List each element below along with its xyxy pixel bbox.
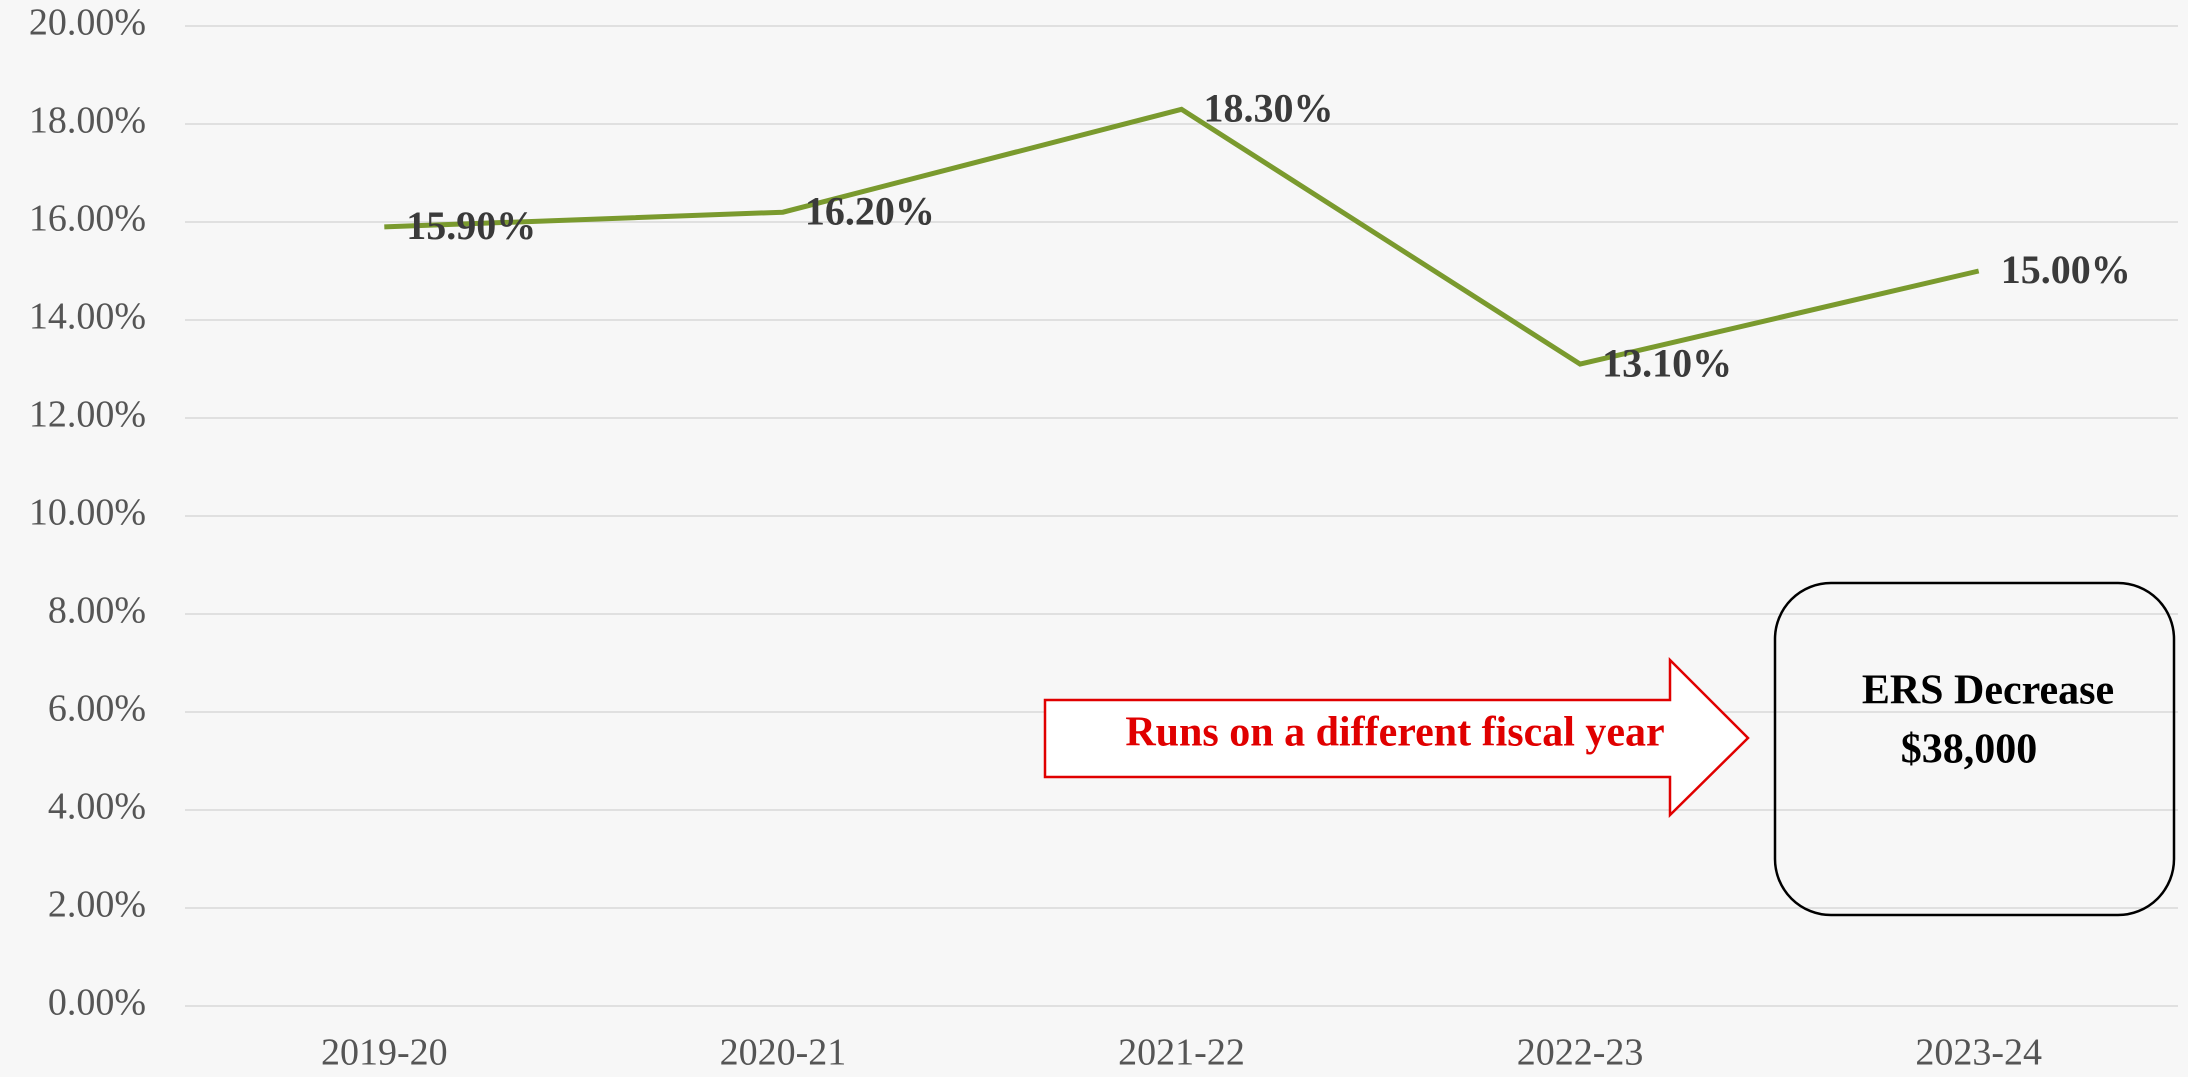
x-tick-label: 2020-21 [720, 1032, 847, 1074]
y-tick-label: 14.00% [29, 296, 146, 338]
data-label: 16.20% [805, 188, 935, 233]
data-label: 15.90% [406, 203, 536, 248]
y-tick-label: 0.00% [48, 982, 146, 1024]
x-tick-label: 2022-23 [1517, 1032, 1644, 1074]
y-tick-label: 18.00% [29, 100, 146, 142]
arrow-text: Runs on a different fiscal year [1125, 710, 1664, 756]
y-tick-label: 12.00% [29, 394, 146, 436]
plot: 0.00% 2.00% 4.00% 6.00% 8.00% 10.00% 12.00% 14.… [29, 2, 2178, 1074]
note-value: $38,000 [1901, 727, 2038, 773]
y-tick-label: 8.00% [48, 590, 146, 632]
data-label: 18.30% [1204, 85, 1334, 130]
y-tick-label: 2.00% [48, 884, 146, 926]
y-tick-label: 20.00% [29, 2, 146, 44]
data-label: 15.00% [2001, 247, 2131, 292]
note-title: ERS Decrease [1862, 668, 2114, 714]
line [384, 106, 1980, 367]
y-tick-label: 4.00% [48, 786, 146, 828]
x-tick-label: 2023-24 [1915, 1032, 2042, 1074]
data-label: 13.10% [1602, 340, 1732, 385]
x-tick-label: 2021-22 [1118, 1032, 1245, 1074]
note-box [1773, 581, 2176, 917]
y-tick-label: 10.00% [29, 492, 146, 534]
y-tick-label: 6.00% [48, 688, 146, 730]
arrow [1043, 656, 1750, 818]
y-tick-label: 16.00% [29, 198, 146, 240]
x-tick-label: 2019-20 [321, 1032, 448, 1074]
